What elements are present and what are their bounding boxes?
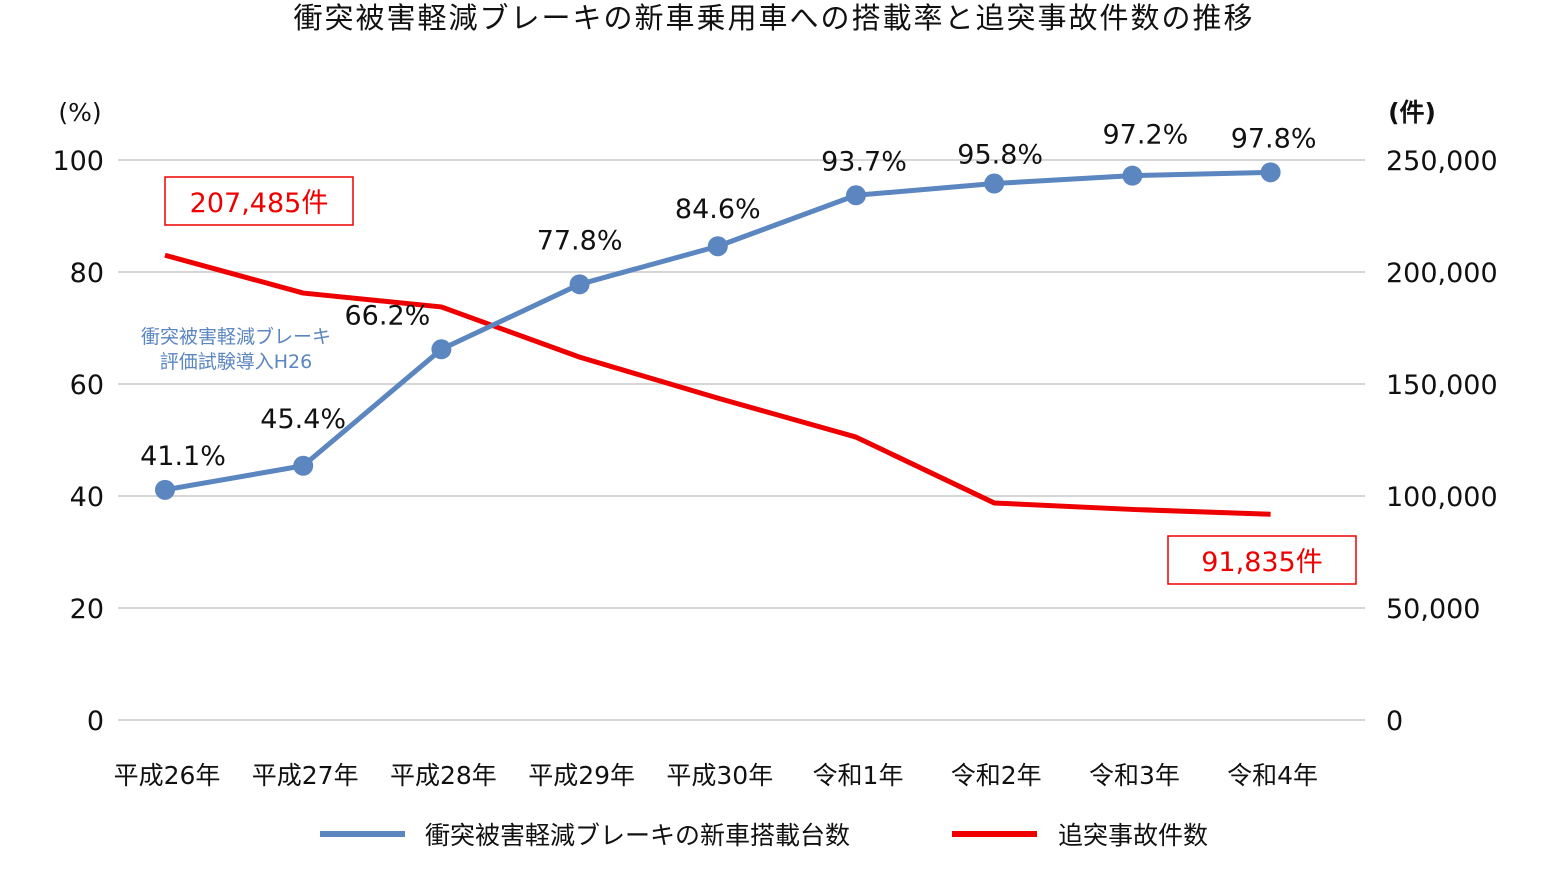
data-label: 41.1% xyxy=(140,441,226,472)
x-tick-label: 令和3年 xyxy=(1089,761,1180,790)
first-count-box xyxy=(164,176,354,226)
data-label: 45.4% xyxy=(260,404,346,435)
series-line-accidents xyxy=(164,252,1271,517)
x-tick-label: 平成26年 xyxy=(114,761,221,790)
data-label: 66.2% xyxy=(345,300,431,331)
legend-label-blue: 衝突被害軽減ブレーキの新車搭載台数 xyxy=(425,821,850,850)
x-tick-label: 平成27年 xyxy=(252,761,359,790)
data-point-brake-rate xyxy=(569,274,590,295)
data-label: 77.8% xyxy=(537,225,623,256)
data-label: 93.7% xyxy=(821,146,907,177)
last-count-label: 91,835件 xyxy=(1201,547,1322,578)
data-point-brake-rate xyxy=(431,339,452,360)
right-tick-label: 200,000 xyxy=(1386,258,1498,289)
data-point-brake-rate xyxy=(1122,165,1143,186)
right-axis-unit: (件) xyxy=(1388,98,1436,127)
data-point-brake-rate xyxy=(1260,162,1281,183)
data-point-brake-rate xyxy=(707,236,728,257)
right-tick-label: 50,000 xyxy=(1386,594,1480,625)
left-tick-label: 100 xyxy=(52,146,104,177)
note-line2: 評価試験導入H26 xyxy=(160,351,312,373)
data-point-brake-rate xyxy=(293,455,314,476)
x-tick-label: 令和2年 xyxy=(951,761,1042,790)
left-tick-label: 0 xyxy=(87,706,104,737)
left-tick-label: 60 xyxy=(70,370,104,401)
x-tick-label: 平成29年 xyxy=(528,761,635,790)
right-tick-label: 250,000 xyxy=(1386,146,1498,177)
data-point-brake-rate xyxy=(984,173,1005,194)
x-tick-label: 令和4年 xyxy=(1227,761,1318,790)
x-tick-label: 平成30年 xyxy=(666,761,773,790)
data-point-brake-rate xyxy=(846,185,866,206)
data-label: 97.2% xyxy=(1103,120,1189,151)
left-tick-label: 20 xyxy=(70,594,104,625)
left-tick-label: 80 xyxy=(70,258,104,289)
right-tick-label: 150,000 xyxy=(1386,370,1498,401)
x-tick-label: 令和1年 xyxy=(813,761,904,790)
chart-title: 衝突被害軽減ブレーキの新車乗用車への搭載率と追突事故件数の推移 xyxy=(293,1,1254,35)
left-axis-unit: (%) xyxy=(58,98,101,127)
first-count-label: 207,485件 xyxy=(190,188,329,219)
left-tick-label: 40 xyxy=(70,482,104,513)
data-label: 97.8% xyxy=(1231,123,1317,154)
note-line1: 衝突被害軽減ブレーキ xyxy=(141,325,331,348)
x-tick-label: 平成28年 xyxy=(390,761,497,790)
legend-label-red: 追突事故件数 xyxy=(1058,821,1208,850)
data-point-brake-rate xyxy=(155,479,175,500)
data-label: 84.6% xyxy=(675,194,761,225)
data-label: 95.8% xyxy=(957,140,1043,171)
last-count-box xyxy=(1167,535,1357,585)
right-tick-label: 0 xyxy=(1386,706,1403,737)
right-tick-label: 100,000 xyxy=(1386,482,1498,513)
